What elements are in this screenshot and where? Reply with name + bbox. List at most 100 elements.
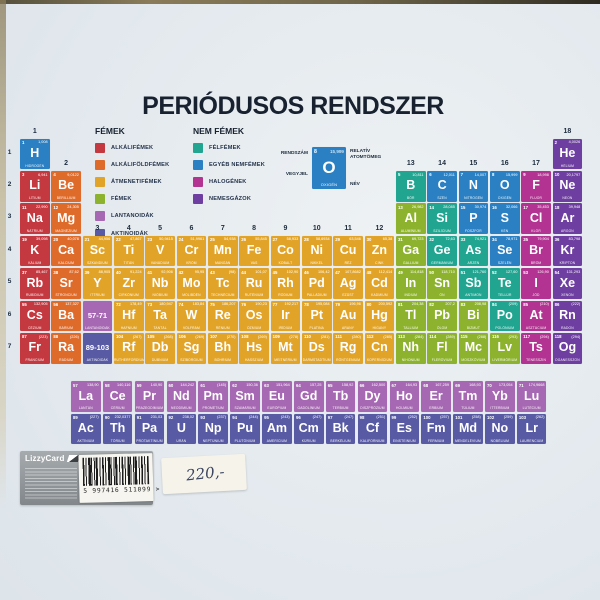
atomic-mass: 101,07 [255, 269, 267, 274]
atomic-number: 36 [554, 237, 560, 243]
element-cell-Ac: 89 (227) Ac AKTÍNIUM [71, 413, 101, 445]
element-cell-Al: 13 26,982 Al ALUMÍNIUM [395, 203, 426, 235]
group-label-1: 1 [32, 127, 37, 135]
atomic-mass: 87,62 [69, 269, 79, 274]
element-symbol: Ra [58, 340, 75, 355]
element-name: FLUOR [530, 196, 543, 201]
element-symbol: Sg [183, 340, 200, 355]
element-name: KÉN [501, 228, 509, 233]
atomic-number: 30 [366, 237, 372, 243]
atomic-number: 85 [523, 302, 529, 307]
atomic-mass: 121,760 [472, 269, 487, 274]
element-name: NIKKEL [310, 260, 324, 265]
element-name: SZÍBORGIUM [180, 358, 203, 363]
element-name: TITÁN [123, 260, 134, 265]
atomic-number: 18 [554, 204, 560, 210]
element-symbol: Bk [332, 421, 349, 435]
atomic-mass: 83,798 [568, 237, 581, 242]
element-name: ÓN [439, 293, 445, 298]
atomic-number: 107 [209, 334, 218, 340]
element-cell-Tb: 65 158,92 Tb TERBIUM [325, 381, 356, 412]
atomic-number: 7 [460, 172, 463, 178]
atomic-number: 114 [429, 334, 437, 340]
element-symbol: Tl [405, 308, 417, 322]
atomic-mass: 91,224 [129, 269, 142, 274]
element-symbol: Sb [465, 275, 482, 290]
element-symbol: Mc [464, 340, 483, 355]
atomic-number: 49 [397, 269, 403, 275]
atomic-mass: 39,948 [568, 205, 581, 210]
atomic-mass: (145) [217, 382, 226, 387]
atomic-mass: (226) [70, 334, 79, 339]
element-cell-Lr: 103 (262) Lr LAURENCIUM [516, 413, 547, 445]
atomic-mass: 20,1797 [566, 172, 581, 177]
legend-item-label: LANTANOIDÁK [111, 213, 154, 220]
element-name: HAFNIUM [120, 325, 137, 330]
atomic-mass: (288) [477, 334, 487, 339]
element-cell-V: 23 50,9415 V VANÁDIUM [145, 235, 175, 267]
element-cell-Db: 105 (268) Db DUBNIUM [145, 332, 175, 364]
element-symbol: V [155, 243, 165, 258]
atomic-number: 102 [487, 415, 495, 420]
brand-logo-text: LizzyCard [25, 454, 65, 463]
atomic-mass: (257) [440, 415, 449, 420]
atomic-number: 51 [460, 269, 466, 275]
element-cell-Ts: 117 (294) Ts TENESSZIN [521, 332, 551, 364]
group-label-13: 13 [406, 159, 415, 167]
atomic-number: 56 [53, 302, 59, 307]
atomic-number: 72 [115, 302, 121, 307]
element-cell-Mg: 12 24,305 Mg MAGNÉZIUM [51, 203, 81, 235]
element-symbol: Nb [151, 275, 169, 290]
atomic-number: 69 [455, 382, 460, 388]
atomic-mass: 14,007 [474, 172, 487, 177]
atomic-mass: 167,259 [435, 382, 449, 387]
atomic-number: 93 [200, 415, 206, 420]
actinoid-swatch [95, 228, 105, 239]
atomic-mass: 180,947 [159, 302, 173, 307]
atomic-number: 26 [241, 237, 247, 243]
element-name: MAGNÉZIUM [55, 228, 77, 233]
element-name: PALLÁDIUM [306, 293, 327, 298]
element-cell-Kr: 36 83,798 Kr KRIPTON [552, 235, 583, 267]
atomic-mass: 183,84 [192, 302, 205, 307]
atomic-mass: (294) [571, 334, 581, 339]
atomic-mass: 190,23 [255, 302, 267, 307]
atomic-mass: 35,453 [537, 205, 549, 210]
element-cell-Nh: 113 (284) Nh NIHONIUM [395, 332, 426, 364]
atomic-mass: 140,90 [150, 382, 163, 387]
atomic-number: 80 [366, 302, 372, 307]
element-name: POLÓNIUM [495, 325, 515, 330]
element-name: IRÍDIUM [278, 325, 293, 330]
atomic-number: 61 [200, 382, 206, 388]
atomic-number: 70 [487, 382, 492, 388]
atomic-mass: (244) [248, 415, 258, 420]
atomic-mass: 132,905 [33, 302, 48, 307]
element-symbol: Y [93, 275, 102, 290]
element-cell-Cf: 98 (251) Cf KALIFORNIUM [357, 413, 388, 445]
element-symbol: Gd [300, 388, 318, 403]
group-label-4: 4 [126, 224, 131, 232]
element-name: KOPERNÍCIUM [366, 358, 392, 363]
atomic-mass: (237) [217, 415, 226, 420]
atomic-mass: 15,999 [329, 148, 344, 154]
element-name: BERKÉLIUM [330, 438, 351, 443]
element-name: FLERÓVIUM [431, 358, 453, 363]
element-cell-Bk: 97 (247) Bk BERKÉLIUM [325, 413, 356, 445]
element-name: CINK [375, 260, 384, 265]
atomic-mass: (227) [89, 415, 99, 420]
atomic-mass: 131,293 [566, 269, 581, 274]
element-name: ARGON [560, 228, 574, 233]
atomic-number: 58 [104, 382, 110, 388]
element-symbol: Hs [246, 340, 263, 355]
atomic-mass: (262) [535, 415, 545, 420]
atomic-number: 16 [491, 204, 497, 210]
atomic-number: 66 [359, 382, 365, 388]
element-cell-Pt: 78 195,084 Pt PLATINA [301, 300, 332, 332]
period-label-3: 3 [7, 213, 12, 221]
atomic-mass: 144,242 [180, 382, 195, 387]
element-cell-Ds: 110 (281) Ds DARMSTADTIUM [301, 332, 332, 364]
atomic-mass: 4,0026 [568, 140, 581, 145]
element-name: MOSZKÓVIUM [461, 358, 486, 363]
element-name: FERMIUM [427, 438, 445, 443]
